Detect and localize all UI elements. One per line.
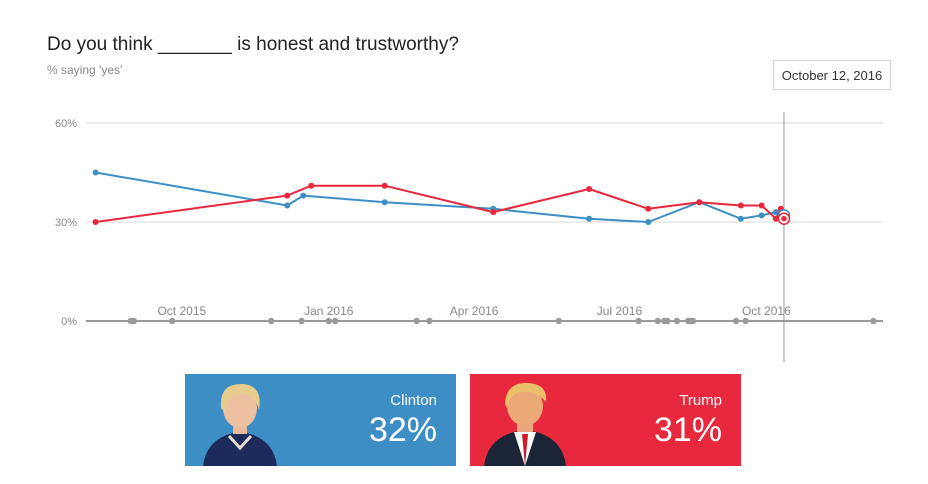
data-point-clinton — [758, 212, 765, 219]
data-point-trump — [758, 202, 765, 209]
data-point-clinton — [284, 202, 291, 209]
candidate-portrait-icon — [484, 382, 566, 466]
chart-title: Do you think _______ is honest and trust… — [47, 34, 459, 55]
x-tick-label: Jul 2016 — [597, 304, 643, 318]
selected-date-label: October 12, 2016 — [773, 60, 891, 90]
trend-chart[interactable]: 0% 30% 60% Oct 2015 Jan 2016 Apr 2016 Jul 2016… — [0, 0, 928, 370]
poll-date-marker — [268, 317, 275, 325]
x-tick-label: Apr 2016 — [450, 304, 499, 318]
data-point-clinton — [92, 169, 99, 176]
poll-date-marker — [169, 317, 176, 325]
poll-date-marker — [673, 317, 681, 325]
data-point-trump — [645, 205, 652, 212]
trump-value: 31% — [653, 411, 722, 449]
data-point-clinton — [737, 215, 744, 222]
data-point-clinton — [645, 219, 652, 225]
clinton-name: Clinton — [390, 392, 437, 409]
poll-date-marker — [689, 317, 697, 325]
poll-date-marker — [331, 317, 339, 325]
poll-date-marker — [555, 317, 562, 325]
poll-date-marker — [732, 317, 740, 325]
data-point-trump — [586, 186, 593, 192]
x-tick-label: Oct 2015 — [157, 304, 206, 318]
poll-date-marker — [742, 317, 749, 325]
data-point-trump — [696, 199, 703, 206]
poll-date-marker — [654, 317, 661, 325]
current-value-dot-trump — [781, 215, 787, 222]
poll-date-marker — [413, 317, 420, 325]
data-point-clinton — [300, 192, 307, 199]
series-line-clinton — [95, 171, 785, 223]
y-tick-label: 30% — [55, 217, 77, 229]
data-point-trump — [308, 182, 315, 189]
data-point-clinton — [381, 199, 388, 206]
poll-date-marker — [664, 317, 671, 325]
data-point-trump — [490, 209, 497, 216]
poll-date-marker — [426, 317, 433, 325]
data-point-trump — [381, 182, 388, 189]
candidate-portrait-icon — [203, 384, 277, 466]
data-point-clinton — [586, 215, 593, 222]
x-tick-label: Oct 2016 — [742, 304, 791, 318]
poll-date-marker — [870, 317, 877, 325]
trump-name: Trump — [679, 392, 722, 409]
poll-date-marker — [130, 317, 138, 325]
poll-date-marker — [635, 317, 642, 325]
data-point-trump — [284, 192, 291, 199]
clinton-value: 32% — [368, 411, 437, 449]
y-tick-label: 60% — [55, 118, 77, 130]
y-tick-label: 0% — [61, 316, 77, 328]
clinton-card: Clinton 32% — [185, 374, 456, 466]
data-point-trump — [737, 202, 744, 209]
x-tick-label: Jan 2016 — [304, 304, 354, 318]
poll-date-marker — [325, 317, 332, 325]
trump-card: Trump 31% — [470, 374, 741, 466]
poll-date-marker — [298, 317, 305, 325]
data-point-trump — [92, 219, 99, 225]
data-point-trump — [772, 215, 779, 222]
chart-subtitle: % saying 'yes' — [47, 63, 123, 77]
